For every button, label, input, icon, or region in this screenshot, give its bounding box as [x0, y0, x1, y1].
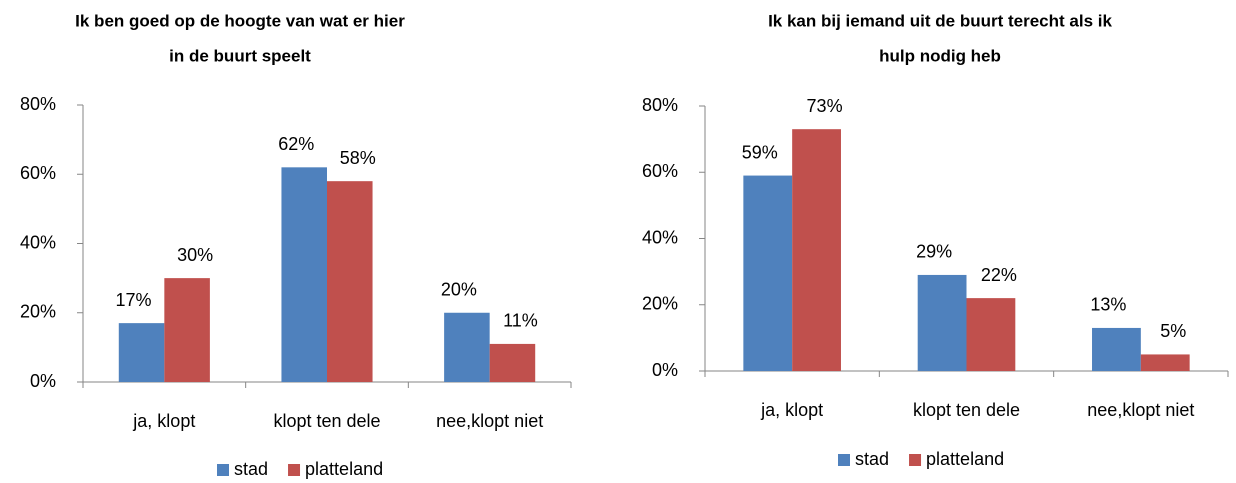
data-label: 13% — [1090, 295, 1126, 315]
data-label: 5% — [1160, 321, 1186, 341]
x-tick-label: klopt ten dele — [913, 400, 1020, 420]
data-label: 58% — [340, 148, 376, 168]
legend-swatch — [838, 454, 850, 466]
legend-label: stad — [855, 449, 889, 469]
y-tick-label: 60% — [20, 163, 56, 183]
bar — [792, 129, 841, 371]
bar — [1092, 327, 1141, 371]
x-tick-label: ja, klopt — [760, 400, 823, 420]
y-tick-label: 0% — [30, 371, 56, 391]
chart-title: Ik kan bij iemand uit de buurt terecht a… — [768, 11, 1112, 30]
bar — [281, 167, 327, 382]
bar — [1140, 354, 1190, 371]
y-tick-label: 80% — [642, 95, 678, 115]
data-label: 29% — [916, 242, 952, 262]
data-label: 73% — [807, 96, 843, 116]
bar — [164, 278, 210, 382]
chart-title: Ik ben goed op de hoogte van wat er hier — [75, 11, 405, 30]
legend-swatch — [909, 454, 922, 466]
bar — [966, 298, 1016, 371]
data-label: 30% — [177, 245, 213, 265]
legend-label: platteland — [926, 449, 1004, 469]
bar — [444, 312, 490, 382]
data-label: 59% — [742, 142, 778, 162]
chart-title: hulp nodig heb — [879, 46, 1001, 65]
y-tick-label: 40% — [642, 227, 678, 247]
bar — [118, 323, 165, 382]
data-label: 62% — [278, 134, 314, 154]
y-tick-label: 60% — [642, 161, 678, 181]
bar — [743, 175, 793, 371]
x-tick-label: nee,klopt niet — [436, 411, 543, 431]
data-label: 22% — [981, 265, 1017, 285]
data-label: 11% — [503, 311, 538, 331]
chart-title: in de buurt speelt — [169, 46, 311, 65]
legend-swatch — [217, 464, 229, 476]
legend-label: stad — [234, 459, 268, 479]
data-label: 20% — [441, 280, 477, 300]
legend-label: platteland — [305, 459, 383, 479]
x-tick-label: ja, klopt — [132, 411, 195, 431]
x-tick-label: nee,klopt niet — [1087, 400, 1194, 420]
bar — [327, 181, 373, 382]
y-tick-label: 0% — [652, 360, 678, 380]
data-label: 17% — [116, 290, 152, 310]
legend-swatch — [288, 464, 301, 476]
y-tick-label: 80% — [20, 94, 56, 114]
bar — [489, 343, 536, 382]
y-tick-label: 20% — [642, 294, 678, 314]
bar — [917, 274, 967, 371]
y-tick-label: 20% — [20, 302, 56, 322]
x-tick-label: klopt ten dele — [273, 411, 380, 431]
y-tick-label: 40% — [20, 232, 56, 252]
